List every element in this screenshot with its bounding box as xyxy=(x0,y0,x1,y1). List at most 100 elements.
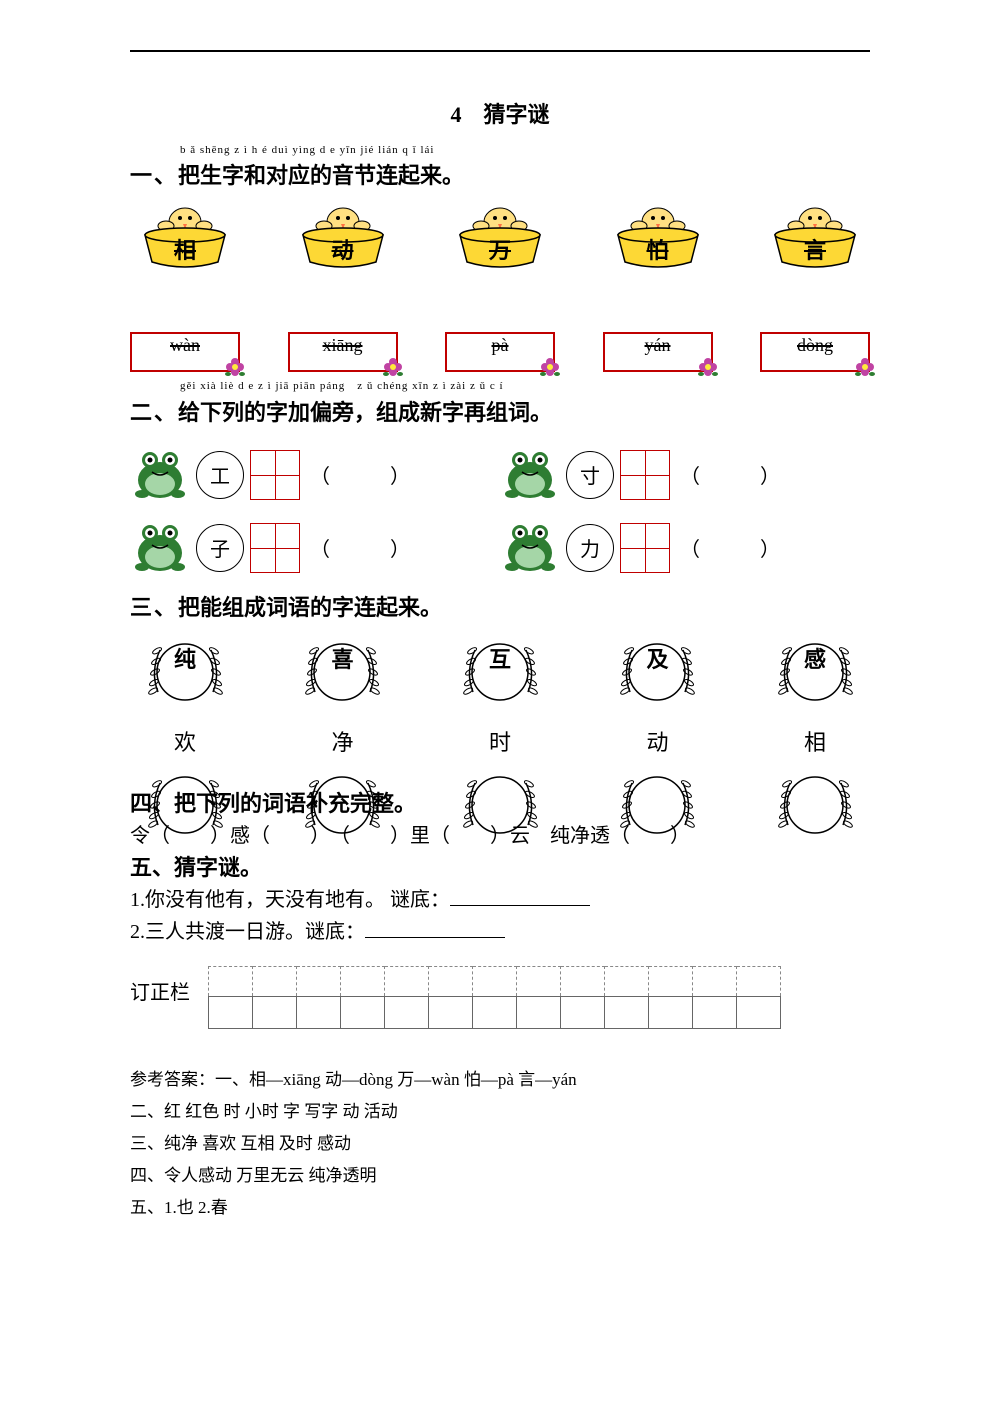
sec2-pinyin: gěi xià liè d e z ì jiā piān páng z ǔ ch… xyxy=(180,377,870,393)
top-rule xyxy=(130,50,870,52)
match-char: 欢 xyxy=(130,725,240,757)
correction-cell xyxy=(253,997,297,1029)
frog-row: 子 （ ） 力 （ ） xyxy=(130,515,870,580)
match-char: 时 xyxy=(445,725,555,757)
chick-bucket: 怕 xyxy=(603,200,713,307)
pinyin-box-row: wàn xiāng pà yán dòng xyxy=(130,332,870,372)
answer-line: 参考答案：一、相—xiāng 动—dòng 万—wàn 怕—pà 言—yán xyxy=(130,1064,870,1096)
correction-cell xyxy=(429,967,473,997)
frog-grid: 工 （ ） 寸 （ ） 子 （ ） xyxy=(130,442,870,580)
pinyin-text: xiāng xyxy=(323,335,363,355)
correction-grid xyxy=(208,966,781,1029)
pinyin-box: xiāng xyxy=(288,332,398,372)
correction-cell xyxy=(473,997,517,1029)
pinyin-text: dòng xyxy=(797,335,833,355)
chick-char: 言 xyxy=(760,233,870,265)
riddle-1: 1.你没有他有，天没有地有。 谜底： xyxy=(130,884,870,916)
tian-grid xyxy=(250,523,300,573)
radical-circle: 工 xyxy=(196,451,244,499)
laurel-badge xyxy=(130,765,240,850)
pinyin-text: pà xyxy=(492,335,509,355)
correction-cell xyxy=(209,997,253,1029)
q2-text: 三人共渡一日游。谜底： xyxy=(145,921,365,943)
correction-cell xyxy=(737,967,781,997)
correction-cell xyxy=(693,967,737,997)
word-paren: （ ） xyxy=(680,460,780,489)
tian-grid xyxy=(250,450,300,500)
laurel-badge: 互 xyxy=(445,632,555,717)
sec3-ord: 三、 xyxy=(130,595,178,620)
correction-area: 订正栏 xyxy=(130,966,870,1029)
correction-cell xyxy=(561,967,605,997)
match-char: 相 xyxy=(760,725,870,757)
chick-bucket: 动 xyxy=(288,200,398,307)
frog-row: 工 （ ） 寸 （ ） xyxy=(130,442,870,507)
char-row-middle: 欢净时动相 xyxy=(130,725,870,757)
sec1-heading-text: 把生字和对应的音节连起来。 xyxy=(178,163,464,188)
laurel-badge xyxy=(603,765,713,850)
chick-bucket: 言 xyxy=(760,200,870,307)
laurel-char: 感 xyxy=(760,642,870,674)
chick-char: 相 xyxy=(130,233,240,265)
laurel-badge xyxy=(445,765,555,850)
correction-cell xyxy=(605,967,649,997)
word-paren: （ ） xyxy=(680,533,780,562)
correction-cell xyxy=(429,997,473,1029)
tian-grid xyxy=(620,523,670,573)
correction-cell xyxy=(253,967,297,997)
correction-cell xyxy=(385,967,429,997)
chick-bucket: 万 xyxy=(445,200,555,307)
sec5-heading: 五、猜字谜。 xyxy=(130,852,870,884)
correction-cell xyxy=(297,967,341,997)
word-paren: （ ） xyxy=(310,533,410,562)
frog-icon xyxy=(130,442,190,507)
frog-icon xyxy=(500,442,560,507)
frog-cell: 工 （ ） xyxy=(130,442,500,507)
sec2-heading-text: 给下列的字加偏旁，组成新字再组词。 xyxy=(178,400,552,425)
laurel-char: 喜 xyxy=(288,642,398,674)
laurel-badge xyxy=(760,765,870,850)
frog-cell: 力 （ ） xyxy=(500,515,870,580)
frog-cell: 子 （ ） xyxy=(130,515,500,580)
q2-num: 2. xyxy=(130,921,145,943)
sec1-pinyin: b ǎ shēng z ì h é duì yìng d e yīn jié l… xyxy=(180,144,870,156)
correction-cell xyxy=(385,997,429,1029)
laurel-badge: 喜 xyxy=(288,632,398,717)
radical-circle: 力 xyxy=(566,524,614,572)
laurel-char: 互 xyxy=(445,642,555,674)
sec5: 五、猜字谜。 1.你没有他有，天没有地有。 谜底： 2.三人共渡一日游。谜底： xyxy=(130,852,870,948)
sec1-ord: 一、 xyxy=(130,163,178,188)
q1-text: 你没有他有，天没有地有。 谜底： xyxy=(145,889,450,911)
pinyin-text: yán xyxy=(645,335,671,355)
answer-line: 五、1.也 2.春 xyxy=(130,1192,870,1224)
correction-cell xyxy=(649,967,693,997)
answer-blank xyxy=(450,886,590,906)
correction-cell xyxy=(561,997,605,1029)
sec5-heading-text: 猜字谜。 xyxy=(174,855,262,880)
laurel-badge: 感 xyxy=(760,632,870,717)
frog-cell: 寸 （ ） xyxy=(500,442,870,507)
sec2-heading: 二、给下列的字加偏旁，组成新字再组词。 xyxy=(130,395,870,427)
lesson-title: 4 猜字谜 xyxy=(130,97,870,129)
frog-icon xyxy=(130,515,190,580)
correction-cell xyxy=(209,967,253,997)
q1-num: 1. xyxy=(130,889,145,911)
pinyin-text: wàn xyxy=(170,335,200,355)
word-paren: （ ） xyxy=(310,460,410,489)
answer-line: 三、纯净 喜欢 互相 及时 感动 xyxy=(130,1128,870,1160)
laurel-badge xyxy=(288,765,398,850)
riddle-2: 2.三人共渡一日游。谜底： xyxy=(130,916,870,948)
chick-bucket: 相 xyxy=(130,200,240,307)
sec1-heading: 一、把生字和对应的音节连起来。 xyxy=(130,158,870,190)
match-char: 净 xyxy=(288,725,398,757)
correction-cell xyxy=(517,967,561,997)
correction-cell xyxy=(605,997,649,1029)
laurel-badge: 及 xyxy=(603,632,713,717)
laurel-char: 纯 xyxy=(130,642,240,674)
pinyin-box: wàn xyxy=(130,332,240,372)
pinyin-box: yán xyxy=(603,332,713,372)
sec2-ord: 二、 xyxy=(130,400,178,425)
laurel-row-top: 纯 喜 互 及 感 xyxy=(130,632,870,717)
radical-circle: 寸 xyxy=(566,451,614,499)
chick-char: 怕 xyxy=(603,233,713,265)
